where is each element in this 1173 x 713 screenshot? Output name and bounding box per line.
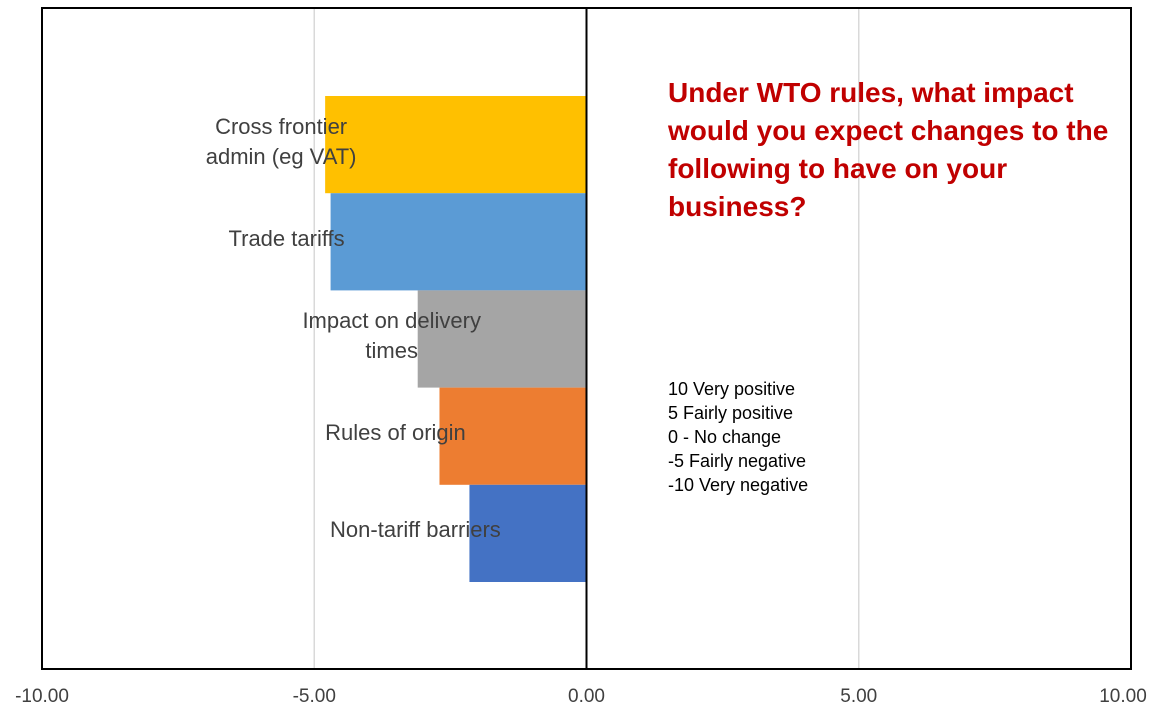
x-tick-label: -10.00 <box>15 686 69 707</box>
bar <box>325 96 587 194</box>
gridlines <box>313 8 860 669</box>
chart-title: Under WTO rules, what impact would you e… <box>668 77 1109 222</box>
x-tick-label: 10.00 <box>1099 686 1147 707</box>
x-tick-label: -5.00 <box>292 686 336 707</box>
scale-legend-line: 5 Fairly positive <box>668 403 794 423</box>
category-label: Impact on delivery times <box>302 308 481 363</box>
scale-legend-line: 0 - No change <box>668 427 782 447</box>
bars <box>325 96 587 582</box>
category-label: Rules of origin <box>325 420 466 446</box>
scale-legend: 10 Very positive 5 Fairly positive 0 - N… <box>668 377 968 497</box>
x-tick-label: 0.00 <box>568 686 605 707</box>
category-label: Trade tariffs <box>228 225 345 251</box>
scale-legend-line: 10 Very positive <box>668 379 796 399</box>
bar <box>417 290 587 388</box>
scale-legend-line: -5 Fairly negative <box>668 451 807 471</box>
category-label: Cross frontier admin (eg VAT) <box>205 113 357 169</box>
scale-legend-line: -10 Very negative <box>668 475 809 495</box>
bar <box>330 193 587 291</box>
bar <box>439 387 587 485</box>
category-label: Non-tariff barriers <box>330 517 501 543</box>
x-tick-label: 5.00 <box>840 686 878 707</box>
bar <box>469 484 587 582</box>
